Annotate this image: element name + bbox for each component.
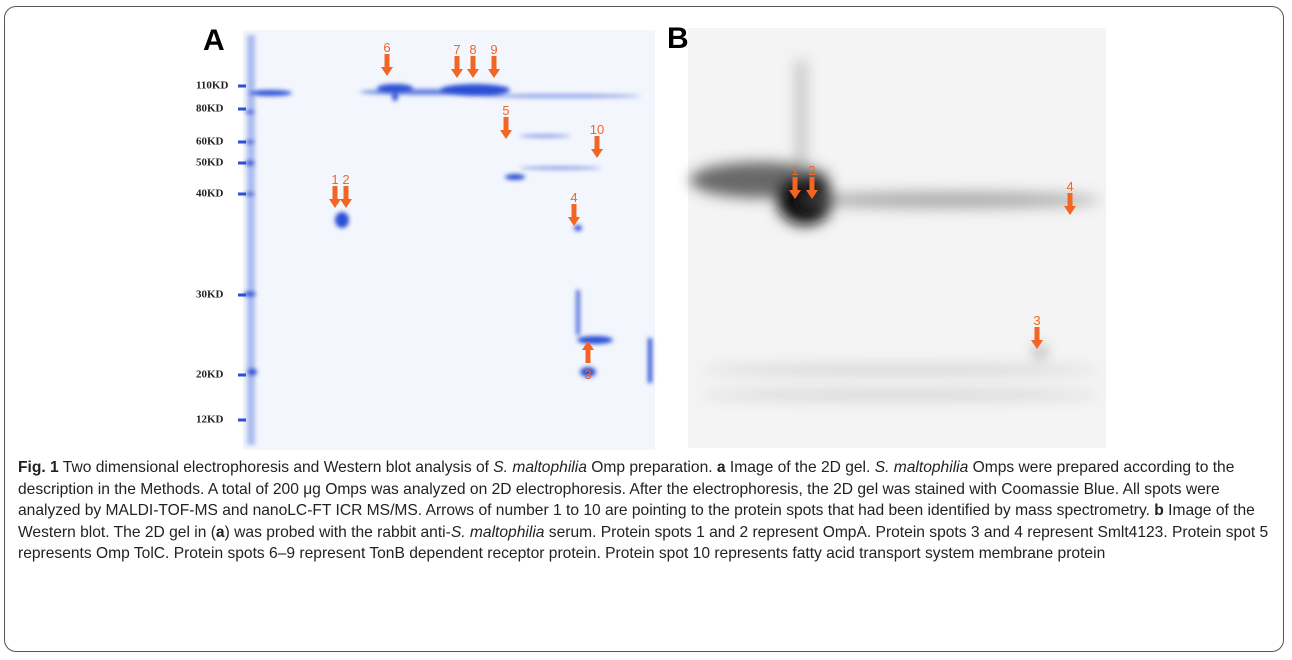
spot-number: 4 — [1066, 179, 1073, 194]
spot-arrow-shaft — [332, 186, 338, 199]
caption-text: Omps were prepared according to the desc… — [18, 459, 1235, 519]
spot-arrow-shaft — [1067, 193, 1073, 206]
spot-arrow-shaft — [792, 177, 798, 190]
spot-arrow-head — [806, 190, 818, 199]
spot-arrow-shaft — [585, 350, 591, 363]
spot-number: 3 — [1033, 313, 1040, 328]
molecular-weight-marker: 20KD — [196, 369, 224, 381]
spot-arrow-shaft — [454, 56, 460, 69]
gel-image — [243, 30, 655, 450]
caption-species: S. maltophilia — [493, 459, 587, 476]
spot-number: 8 — [469, 42, 476, 57]
spot-arrow-head — [329, 199, 341, 208]
caption-panel-ref: a — [215, 523, 225, 541]
spot-arrow-head — [582, 341, 594, 350]
spot-arrow-head — [340, 199, 352, 208]
caption-panel-ref: b — [1154, 502, 1164, 519]
caption-text: ) was probed with the rabbit anti- — [224, 523, 451, 541]
molecular-weight-marker: 80KD — [196, 103, 224, 115]
caption-text: Omp preparation. — [586, 459, 717, 476]
spot-arrow-head — [500, 130, 512, 139]
molecular-weight-marker: 50KD — [196, 157, 224, 169]
spot-arrow-shaft — [809, 177, 815, 190]
caption-figure-label: Fig. 1 — [18, 459, 59, 476]
caption-text: Image of the Western blot. The 2D gel in… — [18, 502, 1255, 541]
annotations: A B 110KD 80KD 60KD 50KD 40KD 30KD 20KD 12KD 6 7 8 9 5… — [196, 22, 1076, 426]
spot-number: 6 — [383, 40, 390, 55]
molecular-weight-marker: 40KD — [196, 188, 224, 200]
caption-panel-ref: a — [716, 459, 726, 476]
caption-text: serum. Protein spots 1 and 2 represent O… — [18, 523, 1269, 563]
spot-arrow-head — [467, 69, 479, 78]
caption-text: Two dimensional electrophoresis and West… — [58, 459, 494, 476]
spot-arrow-head — [381, 67, 393, 76]
caption-species: S. maltophilia — [874, 459, 969, 476]
spot-number: 9 — [490, 42, 497, 57]
spot-arrow-shaft — [571, 204, 577, 217]
spot-arrow-shaft — [594, 136, 600, 149]
panel-label: A — [203, 24, 225, 57]
spot-number: 2 — [342, 172, 349, 187]
western-blot-image — [688, 28, 1106, 448]
spot-arrow-shaft — [384, 54, 390, 67]
spot-arrow-head — [789, 190, 801, 199]
spot-number: 10 — [590, 122, 604, 137]
figure-images: A B 110KD 80KD 60KD 50KD 40KD 30KD 20KD 12KD 6 7 8 9 5… — [196, 22, 1106, 450]
spot-arrow-shaft — [343, 186, 349, 199]
molecular-weight-marker: 12KD — [196, 414, 224, 426]
spot-arrow-head — [488, 69, 500, 78]
spot-arrow-shaft — [470, 56, 476, 69]
spot-arrow-shaft — [1034, 327, 1040, 340]
figure-frame — [4, 6, 1284, 652]
spot-arrow-shaft — [503, 117, 509, 130]
spot-number: 5 — [502, 103, 509, 118]
spot-arrow-shaft — [491, 56, 497, 69]
spot-number: 4 — [570, 190, 577, 205]
molecular-weight-marker: 30KD — [196, 289, 224, 301]
spot-arrow-head — [451, 69, 463, 78]
spot-arrow-head — [568, 217, 580, 226]
spot-number: 1 — [791, 163, 798, 178]
spot-arrow-head — [1064, 206, 1076, 215]
spot-number: 1 — [331, 172, 338, 187]
figure-caption: Fig. 1 Two dimensional electrophoresis a… — [18, 457, 1276, 565]
spot-number: 2 — [808, 163, 815, 178]
molecular-weight-marker: 60KD — [196, 136, 224, 148]
spot-arrow-head — [1031, 340, 1043, 349]
caption-text: Image of the 2D gel. — [725, 459, 875, 476]
spot-number: 3 — [584, 367, 591, 382]
molecular-weight-marker: 110KD — [196, 80, 228, 92]
spot-number: 7 — [453, 42, 460, 57]
spot-arrow-head — [591, 149, 603, 158]
caption-species: S. maltophilia — [450, 523, 545, 541]
panel-label: B — [667, 22, 689, 55]
